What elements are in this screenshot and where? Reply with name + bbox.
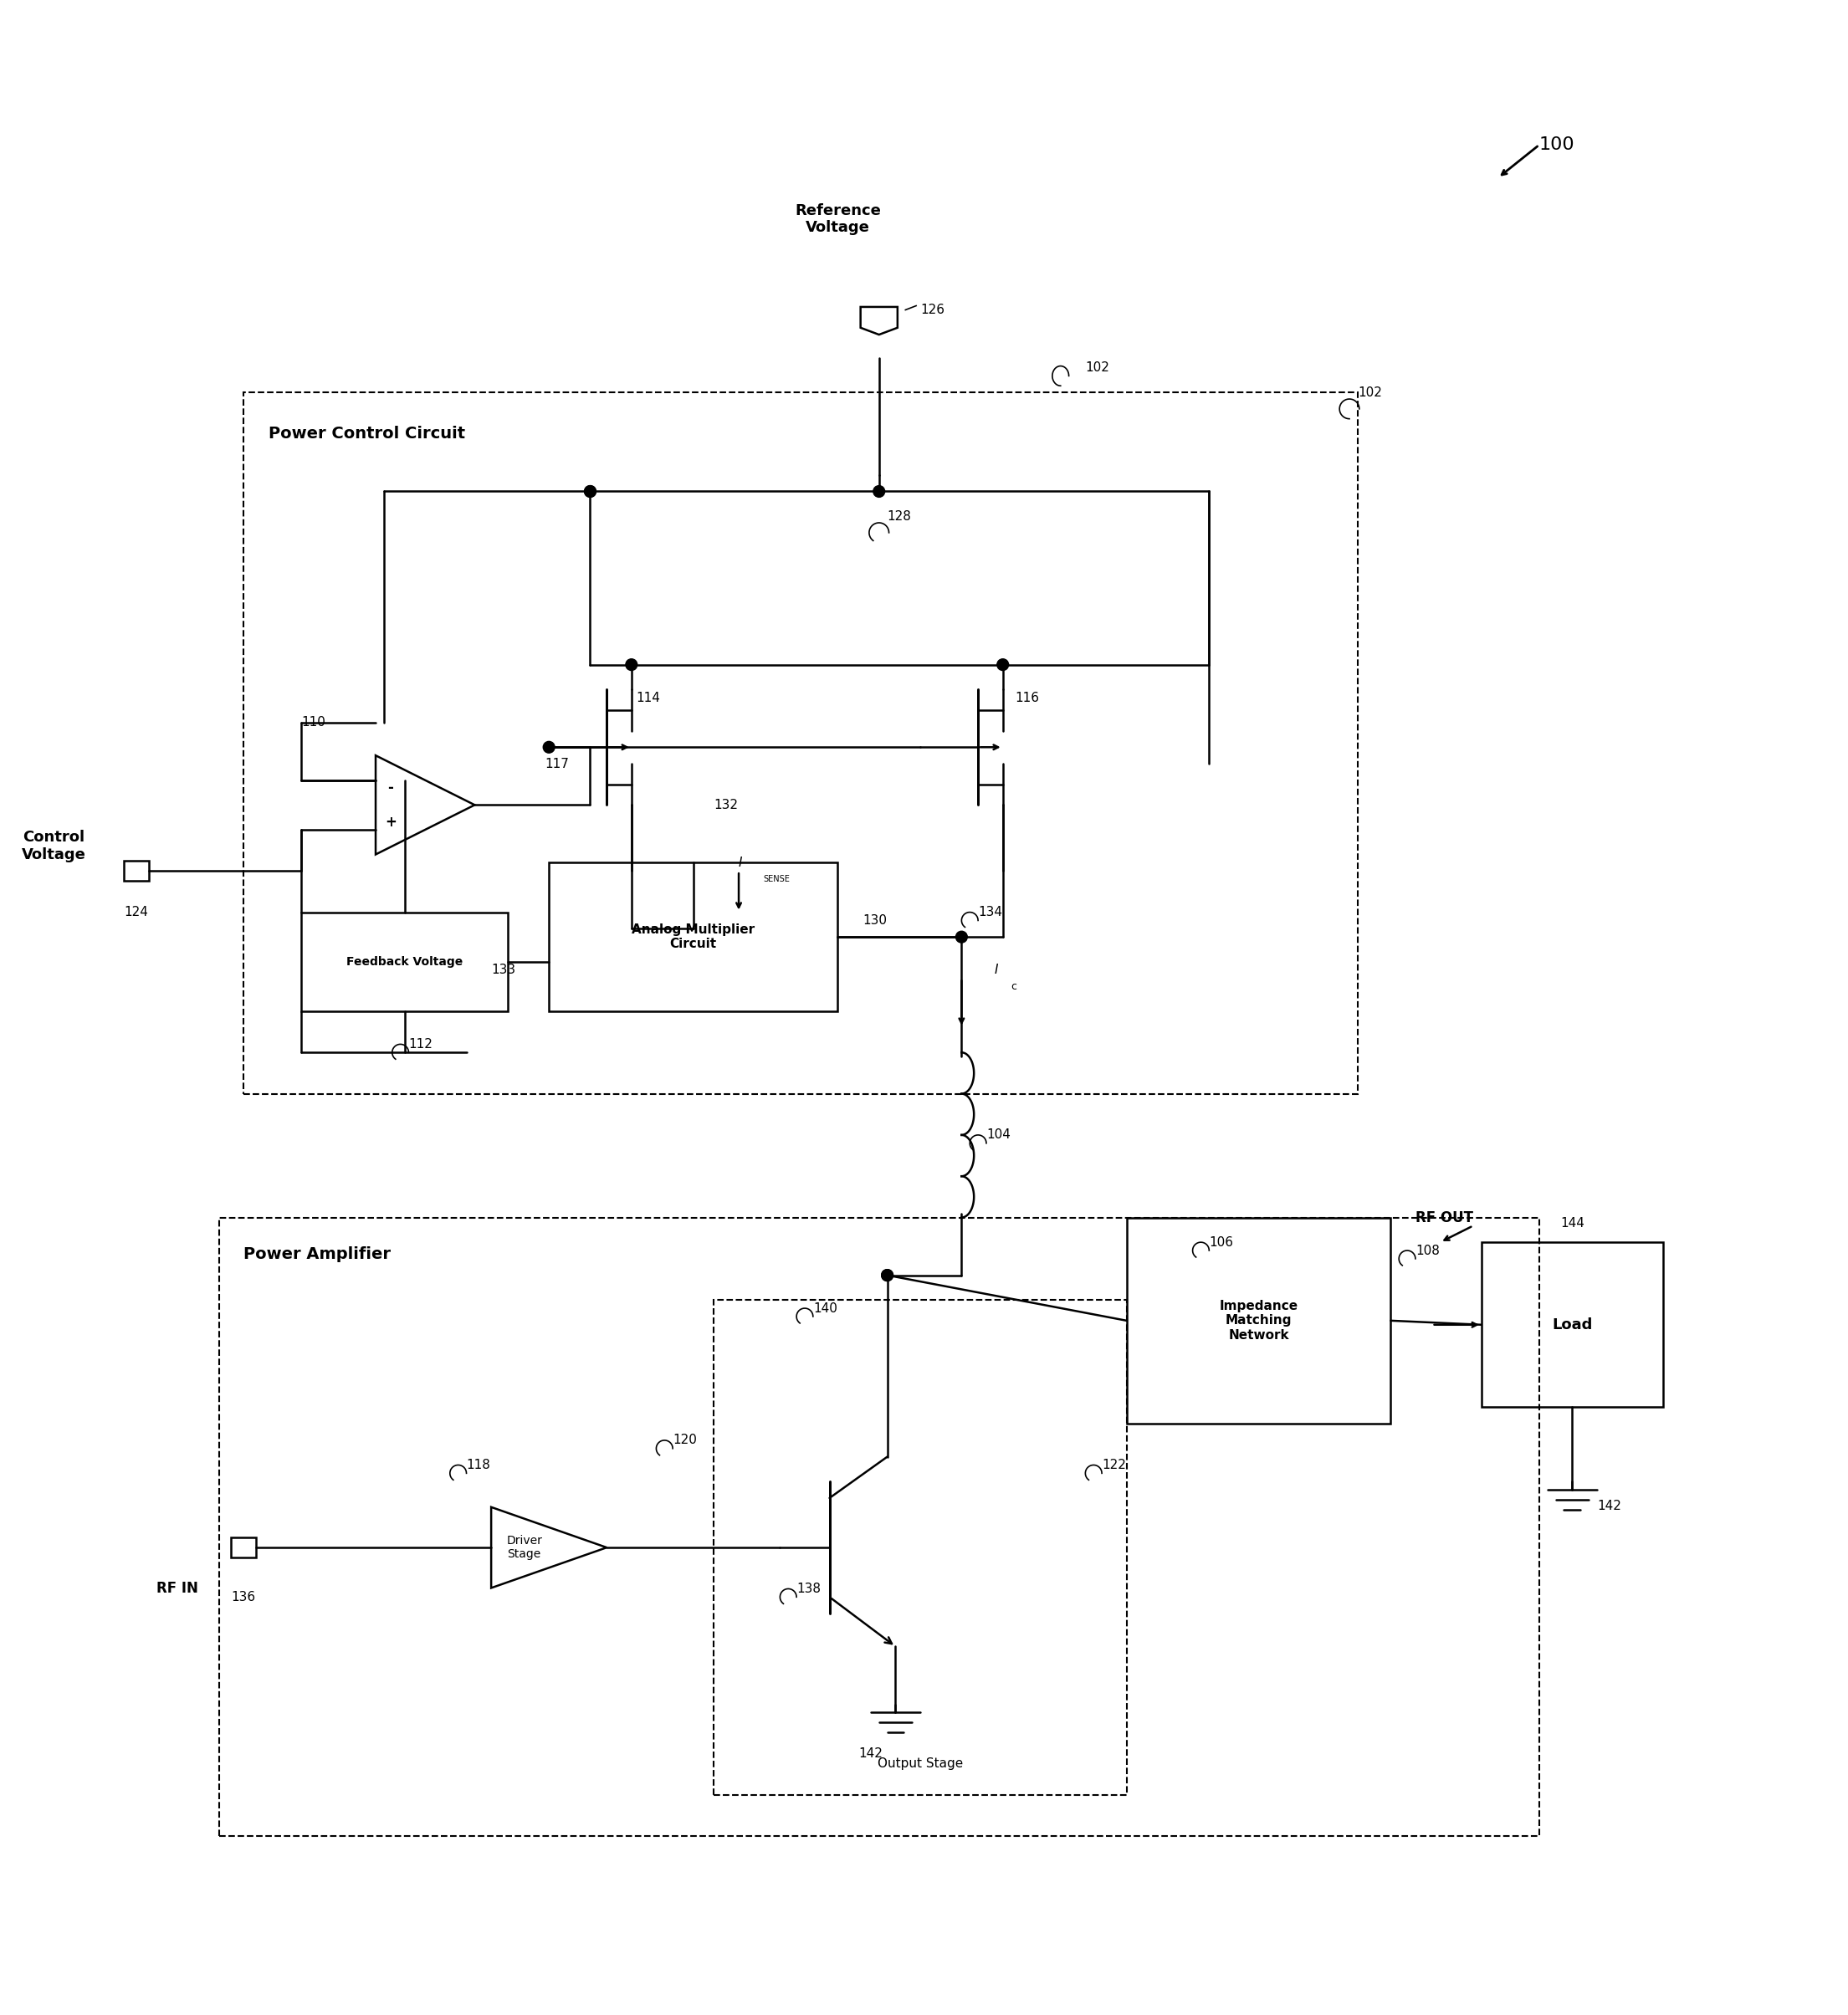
Circle shape <box>543 742 554 754</box>
Bar <box>1482 1241 1663 1406</box>
Bar <box>301 913 508 1012</box>
Bar <box>549 862 837 1012</box>
Text: 122: 122 <box>1101 1459 1125 1471</box>
Text: 108: 108 <box>1416 1243 1440 1257</box>
Text: Output Stage: Output Stage <box>878 1757 963 1771</box>
Text: 104: 104 <box>987 1128 1011 1140</box>
Text: SENSE: SENSE <box>763 875 791 883</box>
Text: 100: 100 <box>1539 137 1574 153</box>
Text: Analog Multiplier
Circuit: Analog Multiplier Circuit <box>632 923 754 951</box>
Circle shape <box>998 659 1009 671</box>
Text: 136: 136 <box>231 1590 255 1604</box>
Text: 110: 110 <box>301 715 325 729</box>
Text: 112: 112 <box>408 1038 432 1050</box>
Text: 116: 116 <box>1015 691 1040 703</box>
Text: 106: 106 <box>1209 1235 1233 1249</box>
Text: 132: 132 <box>713 798 737 812</box>
Text: 138: 138 <box>796 1582 821 1596</box>
Circle shape <box>881 1269 893 1282</box>
Text: 118: 118 <box>466 1459 490 1471</box>
Text: 117: 117 <box>545 758 569 770</box>
Text: 144: 144 <box>1560 1217 1584 1229</box>
Bar <box>713 1300 1127 1795</box>
Text: RF IN: RF IN <box>157 1582 198 1596</box>
Circle shape <box>584 486 595 498</box>
Text: Load: Load <box>1552 1318 1593 1332</box>
Text: 140: 140 <box>813 1302 837 1314</box>
Circle shape <box>584 486 595 498</box>
Text: Reference
Voltage: Reference Voltage <box>795 204 881 236</box>
Bar <box>231 1537 257 1558</box>
Text: 114: 114 <box>636 691 660 703</box>
Text: -: - <box>388 780 394 796</box>
Text: 130: 130 <box>863 915 887 927</box>
Text: 142: 142 <box>1597 1499 1621 1513</box>
Text: RF OUT: RF OUT <box>1416 1209 1473 1225</box>
Text: Control
Voltage: Control Voltage <box>22 830 87 862</box>
Circle shape <box>626 659 638 671</box>
Text: 134: 134 <box>978 907 1002 919</box>
Bar <box>218 1217 1539 1836</box>
Text: 126: 126 <box>920 304 944 316</box>
Text: +: + <box>384 814 395 830</box>
Bar <box>244 393 1358 1094</box>
Circle shape <box>955 931 967 943</box>
Text: 102: 102 <box>1085 361 1109 375</box>
Text: I: I <box>739 856 743 868</box>
Text: Impedance
Matching
Network: Impedance Matching Network <box>1220 1300 1297 1342</box>
Text: 120: 120 <box>673 1435 697 1447</box>
Text: 133: 133 <box>492 963 516 975</box>
Text: Driver
Stage: Driver Stage <box>506 1535 541 1560</box>
Text: c: c <box>1011 981 1016 991</box>
Circle shape <box>874 486 885 498</box>
Bar <box>124 860 148 881</box>
Text: 102: 102 <box>1358 387 1382 399</box>
Circle shape <box>881 1269 893 1282</box>
Text: Power Control Circuit: Power Control Circuit <box>268 425 466 441</box>
Text: 124: 124 <box>124 907 148 919</box>
Text: 142: 142 <box>859 1747 883 1759</box>
Text: Power Amplifier: Power Amplifier <box>244 1247 390 1261</box>
Text: I: I <box>994 963 998 975</box>
Text: Feedback Voltage: Feedback Voltage <box>346 955 462 967</box>
Bar <box>1127 1217 1392 1425</box>
Text: 128: 128 <box>887 510 911 522</box>
